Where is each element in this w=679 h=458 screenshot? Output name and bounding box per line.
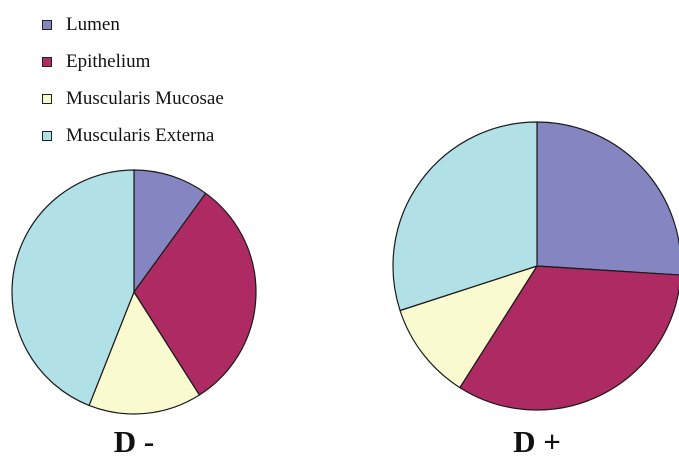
legend-label: Epithelium [66, 50, 151, 72]
legend-swatch [42, 93, 52, 104]
legend-label: Muscularis Mucosae [66, 87, 224, 109]
pie-slice [399, 265, 538, 389]
pie-label: D + [513, 424, 561, 458]
legend-swatch [42, 130, 52, 141]
legend-item: Muscularis Mucosae [42, 80, 224, 117]
legend-swatch [42, 56, 52, 67]
legend-item: Epithelium [42, 43, 224, 80]
pie-slice [133, 169, 207, 293]
pie-chart: D + [392, 121, 679, 458]
pie-chart: D - [11, 169, 257, 458]
pie-slice [11, 169, 135, 407]
chart-legend: Lumen Epithelium Muscularis Mucosae Muscula… [42, 6, 224, 154]
pie-slice [133, 192, 257, 396]
pie-label: D - [114, 424, 154, 458]
pie-slice [392, 121, 538, 312]
legend-item: Muscularis Externa [42, 117, 224, 154]
legend-label: Lumen [66, 13, 120, 35]
legend-item: Lumen [42, 6, 224, 43]
legend-label: Muscularis Externa [66, 124, 215, 146]
legend-swatch [42, 19, 52, 30]
pie-slice [536, 121, 679, 276]
pie-slice [88, 291, 200, 415]
